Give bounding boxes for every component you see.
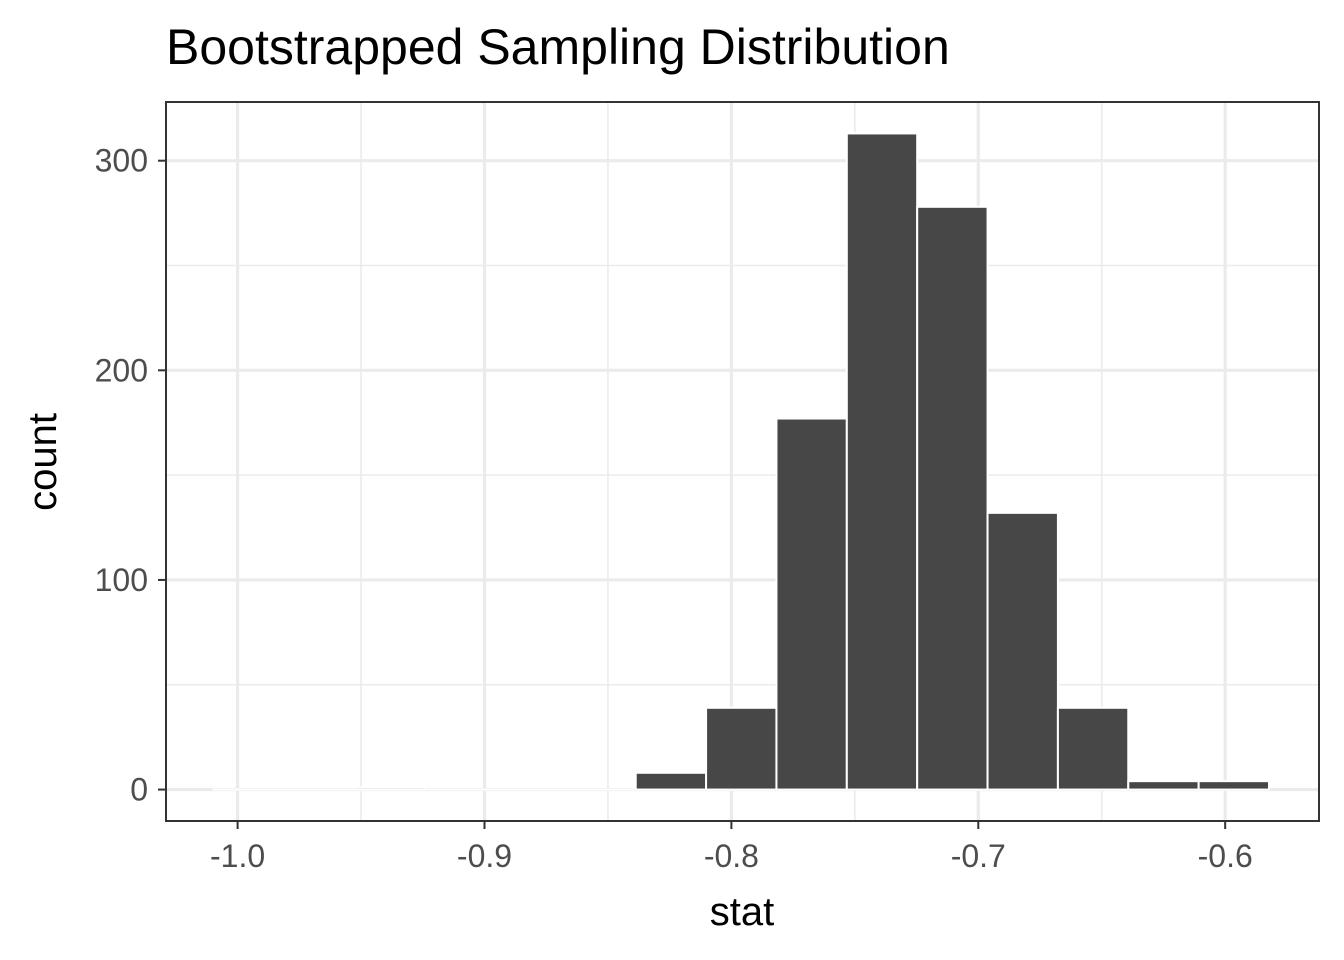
panel-border	[165, 101, 1320, 822]
histogram-bar	[1056, 706, 1130, 791]
histogram-bar	[1127, 780, 1200, 791]
histogram-bar	[634, 771, 708, 791]
y-axis-title: count	[21, 413, 65, 511]
x-axis: -1.0 -0.9 -0.8 -0.7 -0.6	[210, 821, 1253, 874]
histogram-bar	[1197, 780, 1271, 791]
y-tick-label: 100	[95, 562, 148, 598]
histogram-bar	[353, 786, 426, 791]
x-tick-label: -1.0	[210, 838, 265, 874]
histogram-bar	[986, 511, 1059, 791]
histogram-bar	[845, 132, 919, 791]
histogram-bar	[916, 205, 989, 791]
y-tick-label: 200	[95, 352, 148, 388]
y-axis: 0 100 200 300	[95, 143, 166, 808]
histogram-bars	[212, 132, 1271, 791]
chart-title: Bootstrapped Sampling Distribution	[166, 19, 950, 75]
x-axis-title: stat	[710, 890, 774, 934]
y-tick-label: 300	[95, 143, 148, 179]
x-tick-label: -0.6	[1198, 838, 1253, 874]
histogram-bar	[775, 417, 848, 791]
x-tick-label: -0.9	[457, 838, 512, 874]
x-tick-label: -0.7	[951, 838, 1006, 874]
histogram-bar	[705, 706, 778, 791]
y-tick-label: 0	[130, 772, 148, 808]
x-tick-label: -0.8	[704, 838, 759, 874]
